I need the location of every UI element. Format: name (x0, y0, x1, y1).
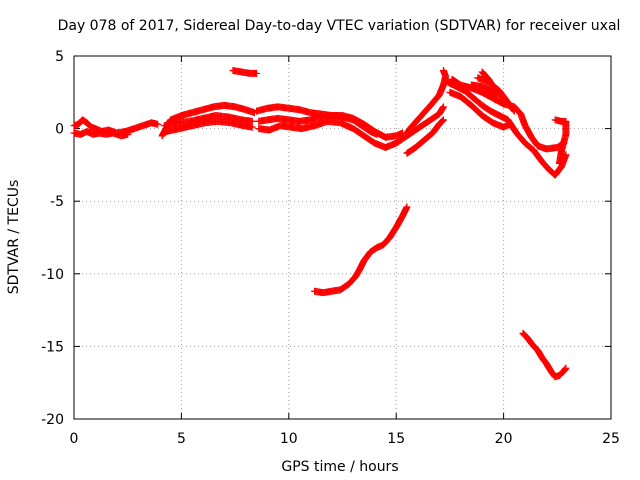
series-arc-20 (519, 329, 570, 381)
x-tick-label: 20 (495, 431, 513, 447)
series-arc-17 (478, 68, 505, 101)
data-point (439, 117, 447, 125)
x-axis-label: GPS time / hours (281, 459, 398, 475)
y-tick-label: -5 (50, 194, 64, 210)
x-tick-label: 25 (602, 431, 620, 447)
series-arc-19 (311, 203, 411, 297)
x-tick-label: 15 (387, 431, 405, 447)
series-arc-2 (70, 128, 132, 140)
series-arc-8 (255, 112, 407, 141)
axis-ticks (73, 55, 612, 420)
grid (74, 56, 611, 419)
data-point (154, 120, 162, 128)
data-point (438, 117, 446, 125)
data-point (439, 116, 447, 124)
data-point (497, 93, 505, 101)
series-arc-10 (403, 67, 450, 137)
y-axis-label: SDTVAR / TECUs (6, 180, 22, 295)
y-tick-label: -20 (41, 412, 64, 428)
x-tick-label: 0 (70, 431, 79, 447)
data-point (555, 159, 563, 167)
series-arc-13 (446, 88, 514, 131)
data-point (403, 203, 411, 211)
series-arc-3 (158, 101, 258, 140)
data-point (506, 120, 514, 128)
series-arc-14 (448, 75, 568, 153)
data-point (562, 364, 570, 372)
series-arc-11 (403, 116, 447, 157)
data-point (253, 69, 261, 77)
data-point (491, 96, 499, 104)
series-arc-5 (162, 117, 256, 136)
y-tick-label: 5 (55, 49, 64, 65)
data-point (510, 107, 518, 115)
tick-labels: 0 5 10 15 20 25 -20 -15 -10 -5 0 5 (41, 49, 620, 447)
plot-frame (73, 55, 612, 420)
data-point (497, 92, 505, 100)
series-arc-6 (229, 67, 261, 77)
chart-title: Day 078 of 2017, Sidereal Day-to-day VTE… (58, 18, 621, 34)
x-tick-label: 10 (280, 431, 298, 447)
series-arc-15 (467, 81, 499, 104)
y-tick-label: -10 (41, 267, 64, 283)
data-point (439, 103, 447, 111)
y-tick-label: 0 (55, 122, 64, 138)
data-point (496, 91, 504, 99)
x-tick-label: 5 (177, 431, 186, 447)
data-point (439, 67, 447, 75)
series-arc-9 (255, 103, 447, 151)
data-point (124, 130, 132, 138)
y-tick-label: -15 (41, 339, 64, 355)
data-point (248, 123, 256, 131)
data-series (70, 67, 570, 381)
series-arc-4 (160, 112, 256, 130)
data-point (510, 106, 518, 114)
series-arc-18 (551, 116, 570, 167)
